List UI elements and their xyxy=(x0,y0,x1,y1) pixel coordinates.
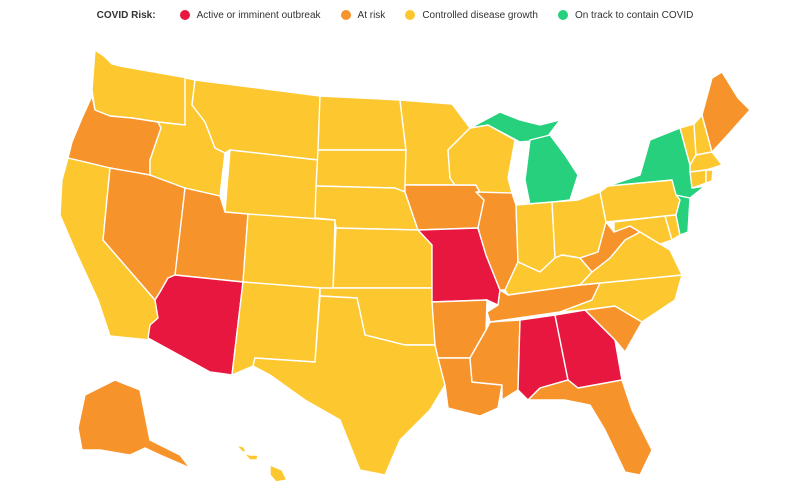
state-connecticut[interactable] xyxy=(689,169,707,189)
legend-dot-icon xyxy=(405,10,416,20)
state-florida[interactable] xyxy=(527,379,653,476)
state-colorado[interactable] xyxy=(242,213,336,291)
legend: COVID Risk: Active or imminent outbreak … xyxy=(0,0,800,30)
state-kansas[interactable] xyxy=(332,227,433,289)
state-texas[interactable] xyxy=(252,295,446,476)
state-indiana[interactable] xyxy=(515,201,556,273)
legend-item-outbreak: Active or imminent outbreak xyxy=(179,9,321,21)
state-michigan[interactable] xyxy=(524,134,579,206)
legend-dot-icon xyxy=(179,10,190,20)
legend-item-on-track: On track to contain COVID xyxy=(557,9,694,21)
legend-dot-icon xyxy=(557,10,568,20)
legend-label: Controlled disease growth xyxy=(422,9,538,21)
state-maine[interactable] xyxy=(701,71,751,153)
state-washington[interactable] xyxy=(91,49,189,126)
state-arizona[interactable] xyxy=(147,274,244,376)
state-rhode-island[interactable] xyxy=(705,169,714,184)
state-hawaii[interactable] xyxy=(269,464,288,483)
legend-label: On track to contain COVID xyxy=(574,9,694,21)
legend-dot-icon xyxy=(340,10,351,20)
state-illinois[interactable] xyxy=(475,191,519,291)
legend-item-controlled: Controlled disease growth xyxy=(405,10,538,21)
state-ohio[interactable] xyxy=(551,191,607,259)
state-wyoming[interactable] xyxy=(224,149,319,223)
legend-title: COVID Risk: xyxy=(96,9,156,21)
state-north-carolina[interactable] xyxy=(559,274,683,323)
legend-label: Active or imminent outbreak xyxy=(196,9,321,21)
state-iowa[interactable] xyxy=(404,184,485,231)
legend-label: At risk xyxy=(357,9,386,21)
legend-item-at-risk: At risk xyxy=(340,9,386,21)
state-hawaii-islands[interactable] xyxy=(235,444,259,461)
state-north-dakota[interactable] xyxy=(317,95,407,151)
state-michigan-upper[interactable] xyxy=(469,111,561,143)
state-alaska[interactable] xyxy=(77,379,191,469)
